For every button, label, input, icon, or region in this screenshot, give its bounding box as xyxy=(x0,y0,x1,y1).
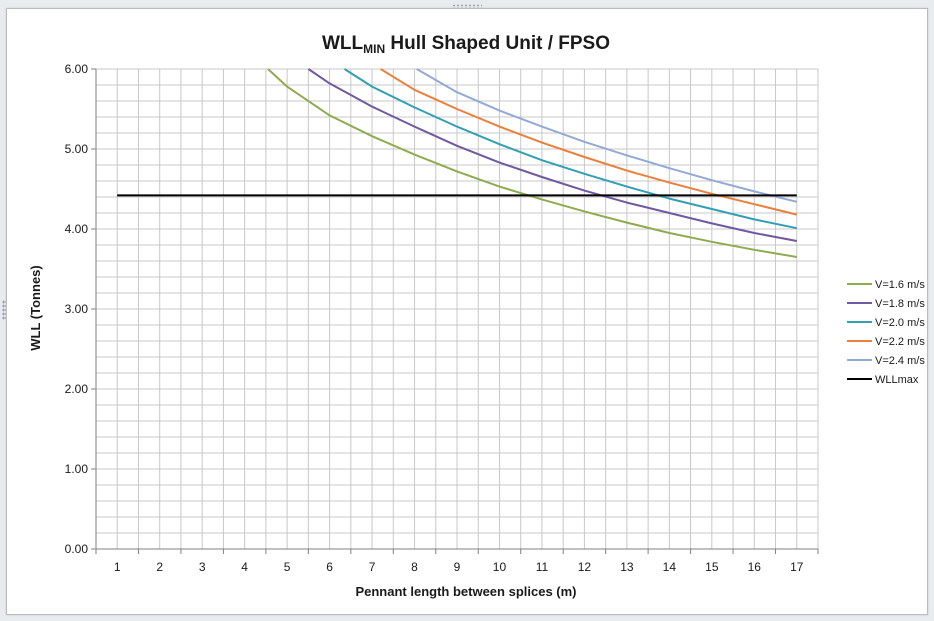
chart-title-rest: Hull Shaped Unit / FPSO xyxy=(385,33,610,54)
x-tick-label: 12 xyxy=(578,560,592,574)
y-axis-label: WLL (Tonnes) xyxy=(28,265,43,350)
x-tick-label: 11 xyxy=(536,560,549,574)
x-tick-label: 3 xyxy=(199,560,206,574)
x-tick-label: 16 xyxy=(748,560,762,574)
x-tick-label: 8 xyxy=(411,560,418,574)
y-tick-label: 5.00 xyxy=(65,142,89,156)
chart-title: WLLMIN Hull Shaped Unit / FPSO xyxy=(322,33,610,56)
series-line xyxy=(380,68,798,216)
series-line xyxy=(267,68,797,258)
x-tick-label: 6 xyxy=(326,560,333,574)
y-tick-label: 4.00 xyxy=(65,222,89,236)
x-tick-label: 13 xyxy=(620,560,634,574)
chart-title-subscript: MIN xyxy=(363,42,385,56)
x-tick-label: 9 xyxy=(454,560,461,574)
chart-frame: WLLMIN Hull Shaped Unit / FPSO 0.00 1.00 2… xyxy=(6,8,928,615)
legend: V=1.6 m/s V=1.8 m/s V=2.0 m/s V=2.2 m/s V=2.… xyxy=(847,279,925,386)
x-tick-label: 7 xyxy=(369,560,376,574)
x-tick-label: 4 xyxy=(241,560,248,574)
y-tick-label: 6.00 xyxy=(65,62,89,76)
x-tick-label: 14 xyxy=(663,560,677,574)
x-axis-label: Pennant length between splices (m) xyxy=(355,584,576,599)
legend-entry: V=2.2 m/s xyxy=(875,336,925,348)
x-tick-label: 2 xyxy=(156,560,163,574)
legend-entry: WLLmax xyxy=(875,374,919,386)
legend-entry: V=1.8 m/s xyxy=(875,298,925,310)
x-tick-label: 10 xyxy=(493,560,507,574)
resize-handle-top[interactable] xyxy=(452,4,482,10)
x-tick-label: 1 xyxy=(114,560,121,574)
axes xyxy=(91,68,819,554)
legend-entry: V=2.4 m/s xyxy=(875,355,925,367)
y-tick-label: 1.00 xyxy=(65,462,89,476)
y-tick-label: 3.00 xyxy=(65,302,89,316)
y-tick-label: 2.00 xyxy=(65,382,89,396)
chart-title-main: WLL xyxy=(322,33,364,54)
chart-svg: WLLMIN Hull Shaped Unit / FPSO 0.00 1.00 2… xyxy=(28,33,925,599)
x-tick-label: 17 xyxy=(790,560,804,574)
y-tick-labels: 0.00 1.00 2.00 3.00 4.00 5.00 6.00 xyxy=(65,62,89,556)
series-line xyxy=(343,68,798,230)
resize-handle-left[interactable] xyxy=(2,300,8,320)
legend-entry: V=1.6 m/s xyxy=(875,279,925,291)
series-line xyxy=(307,68,797,242)
x-tick-labels: 1 2 3 4 5 6 7 8 9 10 11 12 13 14 15 16 17 xyxy=(114,560,804,574)
legend-entry: V=2.0 m/s xyxy=(875,317,925,329)
x-tick-label: 5 xyxy=(284,560,291,574)
x-tick-label: 15 xyxy=(705,560,719,574)
series-lines xyxy=(117,68,798,258)
y-tick-label: 0.00 xyxy=(65,542,89,556)
gridlines xyxy=(96,68,819,549)
series-line xyxy=(416,68,798,203)
